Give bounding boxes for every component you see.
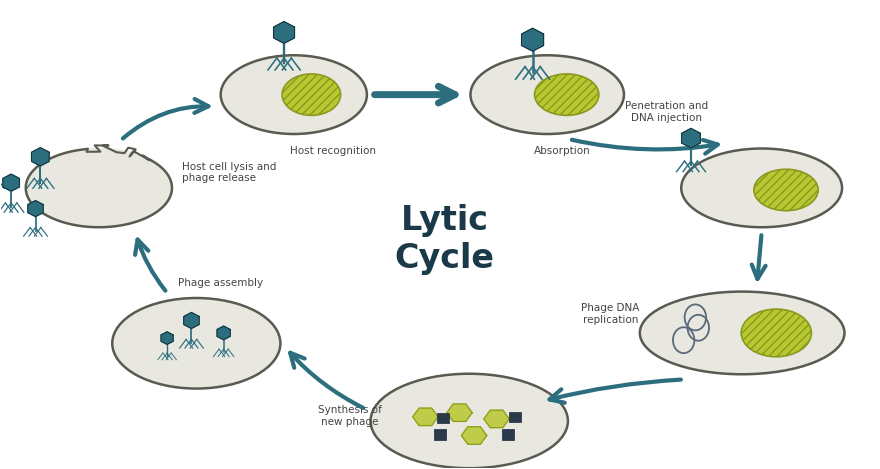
Polygon shape [28,201,43,217]
Polygon shape [484,410,510,428]
Ellipse shape [370,374,568,468]
Ellipse shape [221,55,367,134]
Text: Synthesis of
new phage: Synthesis of new phage [318,405,382,427]
Text: Host cell lysis and
phage release: Host cell lysis and phage release [181,161,276,183]
Polygon shape [447,404,473,422]
Polygon shape [217,326,231,340]
Bar [510,412,521,422]
Polygon shape [3,174,19,191]
Ellipse shape [471,55,624,134]
Text: Penetration and
DNA injection: Penetration and DNA injection [625,101,708,122]
Ellipse shape [534,74,599,115]
Polygon shape [274,22,295,43]
Ellipse shape [741,309,811,357]
Text: Phage assembly: Phage assembly [178,278,263,287]
Ellipse shape [113,298,281,388]
Polygon shape [161,332,173,344]
Text: Absorption: Absorption [533,146,590,157]
Polygon shape [522,28,544,51]
Ellipse shape [681,149,842,227]
Polygon shape [461,427,487,444]
Ellipse shape [282,74,341,115]
Polygon shape [32,148,49,166]
Ellipse shape [754,169,818,211]
Bar [434,429,446,439]
Text: Lytic
Cycle: Lytic Cycle [395,204,495,275]
Bar [437,413,449,423]
Polygon shape [413,408,438,425]
Text: Host recognition: Host recognition [290,146,376,157]
Polygon shape [184,312,199,328]
Ellipse shape [640,292,845,374]
Polygon shape [26,149,172,227]
Polygon shape [682,129,700,148]
Text: Phage DNA
replication: Phage DNA replication [582,303,640,325]
Bar [502,429,514,439]
